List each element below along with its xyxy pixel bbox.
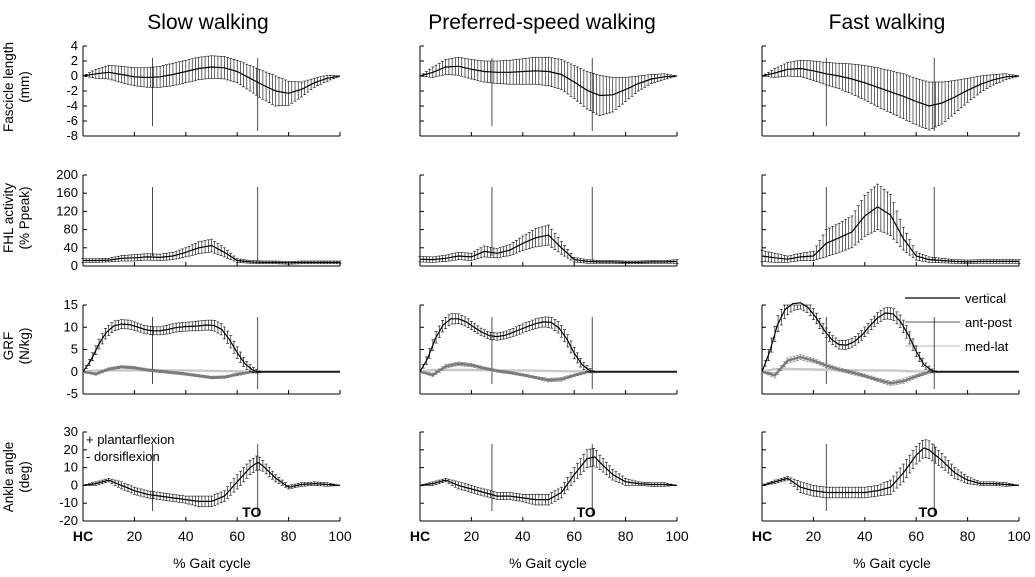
series-line-mean-r0 [82,66,341,94]
column-title-slow: Slow walking [147,11,268,34]
panel-r0-c1 [419,45,678,137]
y-tick-label: -20 [59,513,78,528]
column-title-preferred: Preferred-speed walking [428,11,656,34]
annotation-plantarflexion: + plantarflexion [86,432,175,447]
panel-r1-c1 [418,174,679,267]
x-tick-label: 60 [229,528,245,544]
legend-label-vertical: vertical [965,291,1006,306]
heel-contact-label: HC [752,528,772,544]
x-tick-label: 40 [178,528,194,544]
x-tick-label: 20 [127,528,143,544]
panel-r3-c2: HC 20 40 60 80 100 TO [752,431,1031,544]
x-tick-label: 60 [908,528,924,544]
ylabel-ankle-line1: Ankle angle [1,442,16,513]
y-tick-label: 10 [64,460,78,475]
series-line-mean-r1 [83,244,340,264]
series-line-vertical [761,302,1019,373]
series-line-vertical [82,323,340,373]
x-tick-label: 20 [806,528,822,544]
panel-r1-c0: 200 160 120 80 40 0 [56,167,342,273]
panel-r1-c2 [760,174,1021,267]
panel-r2-c0: 15 10 5 0 -5 [64,297,341,401]
x-tick-label: 40 [857,528,873,544]
y-tick-label: 120 [56,203,78,218]
x-tick-label: 100 [328,528,352,544]
series-line-ant-post [761,355,1019,385]
y-tick-label: 2 [71,53,78,68]
y-tick-label: 160 [56,185,78,200]
series-line-mean-r3 [82,461,341,502]
y-tick-label: 4 [71,38,78,53]
x-tick-label: 100 [1007,528,1031,544]
x-tick-label: 100 [665,528,689,544]
panel-r2-c2 [761,302,1020,395]
grf-legend: vertical ant-post med-lat [905,291,1012,354]
x-tick-label: 60 [566,528,582,544]
y-tick-label: -5 [66,386,78,401]
y-tick-label: -8 [66,128,78,143]
panel-r3-c1: HC 20 40 60 80 100 TO [410,431,689,544]
x-tick-label: 80 [618,528,634,544]
y-tick-label: 20 [64,442,78,457]
y-tick-label: 15 [64,297,78,312]
annotation-dorsiflexion: - dorsiflexion [86,449,160,464]
ylabel-ankle-line2: (deg) [17,461,32,493]
ylabel-grf-line1: GRF [1,332,16,361]
x-axis-labels: % Gait cycle % Gait cycle % Gait cycle [173,555,931,571]
series-line-mean-r0 [761,67,1020,107]
y-tick-label: 10 [64,319,78,334]
panels-group: 420-2-4-6-820016012080400151050-53020100… [56,38,1031,544]
series-line-mean-r3 [761,447,1020,494]
x-tick-label: 80 [281,528,297,544]
ylabel-fascicle-line2: (mm) [17,71,32,102]
y-tick-label: 40 [64,240,78,255]
panel-r0-c2 [761,45,1020,137]
y-tick-label: -4 [66,98,78,113]
heel-contact-label: HC [410,528,430,544]
series-line-ant-post [419,362,677,382]
legend-label-med-lat: med-lat [965,339,1009,354]
x-tick-label: 20 [464,528,480,544]
ylabel-fhl-line2: (% Ppeak) [17,186,32,249]
xlabel-col3: % Gait cycle [853,555,931,571]
series-line-vertical [419,318,677,373]
row-y-labels: Fascicle length (mm) FHL activity (% Ppe… [1,42,32,512]
ylabel-fhl-line1: FHL activity [1,183,16,253]
toe-off-label: TO [242,504,261,520]
y-tick-label: 30 [64,424,78,439]
x-tick-label: 40 [515,528,531,544]
column-titles: Slow walking Preferred-speed walking Fas… [147,11,945,34]
ylabel-grf-line2: (N/kg) [17,328,32,365]
column-title-fast: Fast walking [829,11,946,34]
panel-r2-c1 [419,304,678,395]
series-line-mean-r3 [419,456,678,501]
y-tick-label: -10 [59,495,78,510]
y-tick-label: 5 [71,342,78,357]
heel-contact-label: HC [73,528,93,544]
x-tick-label: 80 [960,528,976,544]
y-tick-label: 80 [64,222,78,237]
toe-off-label: TO [919,504,938,520]
ylabel-fascicle-line1: Fascicle length [1,42,16,132]
y-tick-label: -2 [66,83,78,98]
y-tick-label: 0 [71,68,78,83]
series-line-mean-r0 [419,65,678,97]
toe-off-label: TO [577,504,596,520]
y-tick-label: 200 [56,167,78,182]
xlabel-col1: % Gait cycle [173,555,251,571]
xlabel-col2: % Gait cycle [509,555,587,571]
y-tick-label: 0 [71,477,78,492]
series-line-mean-r1 [419,234,678,263]
y-tick-label: 0 [71,258,78,273]
panel-r0-c0: 420-2-4-6-8 [66,38,341,143]
ankle-annotations: + plantarflexion - dorsiflexion [86,432,175,464]
series-line-ant-post [82,365,340,379]
legend-label-ant-post: ant-post [965,315,1012,330]
series-line-mean-r1 [761,206,1019,263]
y-tick-label: -6 [66,113,78,128]
y-tick-label: 0 [71,364,78,379]
